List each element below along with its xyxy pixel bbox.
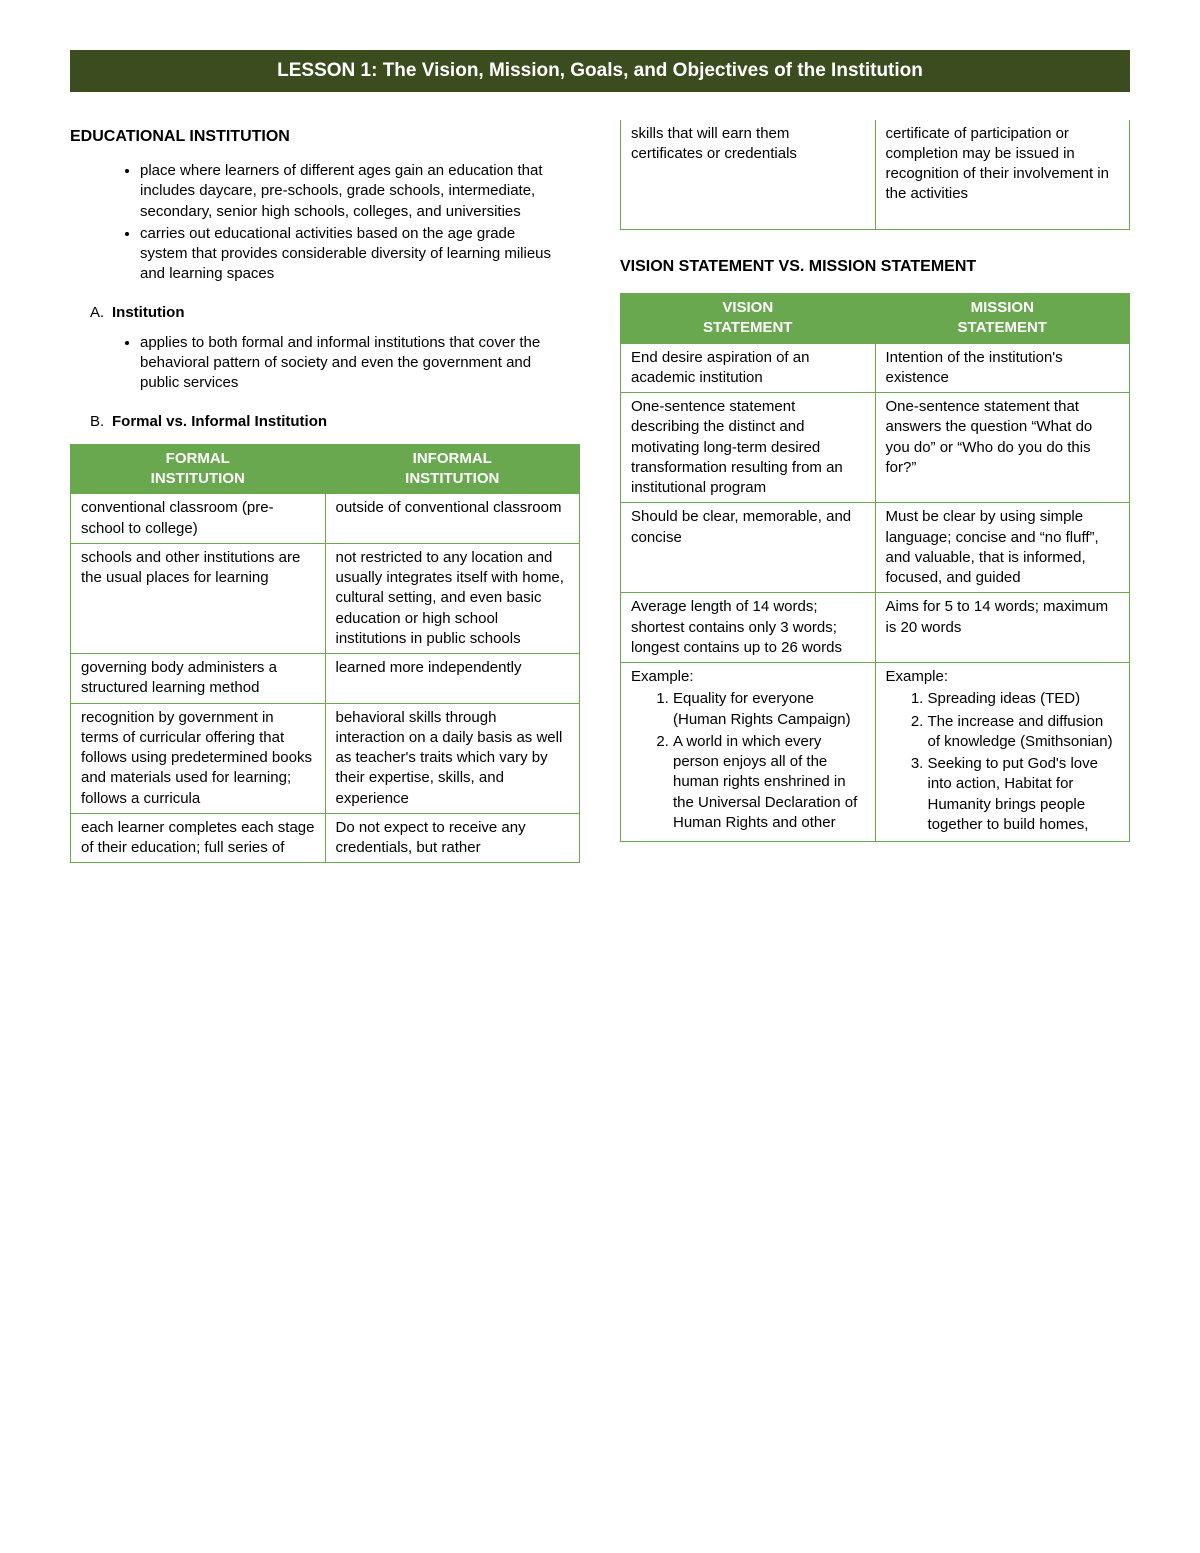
cell: not restricted to any location and usual… (325, 543, 580, 653)
example-item: Spreading ideas (TED) (928, 689, 1120, 709)
formal-informal-table: FORMALINSTITUTION INFORMALINSTITUTION co… (70, 444, 580, 864)
cell: schools and other institutions are the u… (71, 543, 326, 653)
institution-bullets: applies to both formal and informal inst… (70, 333, 580, 394)
example-item: Seeking to put God's love into action, H… (928, 754, 1120, 835)
subheading-b: B.Formal vs. Informal Institution (70, 412, 580, 432)
letter-a: A. (90, 303, 112, 323)
bullet-item: place where learners of different ages g… (140, 161, 580, 222)
table-row: End desire aspiration of an academic ins… (621, 343, 1130, 393)
label-institution: Institution (112, 304, 184, 321)
cell: each learner completes each stage of the… (71, 813, 326, 863)
col-header-formal: FORMALINSTITUTION (71, 444, 326, 494)
example-item: The increase and diffusion of knowledge … (928, 712, 1120, 753)
table-row: One-sentence statement describing the di… (621, 393, 1130, 503)
cell-examples-mission: Example: Spreading ideas (TED) The incre… (875, 663, 1130, 842)
example-label: Example: (886, 667, 1120, 687)
table-row: governing body administers a structured … (71, 654, 580, 704)
mission-examples: Spreading ideas (TED) The increase and d… (886, 689, 1120, 835)
vision-mission-table: VISIONSTATEMENT MISSIONSTATEMENT End des… (620, 293, 1130, 842)
lesson-banner: LESSON 1: The Vision, Mission, Goals, an… (70, 50, 1130, 92)
letter-b: B. (90, 412, 112, 432)
cell: conventional classroom (pre-school to co… (71, 494, 326, 544)
cell: Should be clear, memorable, and concise (621, 503, 876, 593)
left-column: EDUCATIONAL INSTITUTION place where lear… (70, 120, 580, 884)
cell: Must be clear by using simple language; … (875, 503, 1130, 593)
bullet-item: applies to both formal and informal inst… (140, 333, 580, 394)
cont-cell-right: certificate of participation or completi… (876, 120, 1130, 229)
cell: outside of conventional classroom (325, 494, 580, 544)
col-header-mission: MISSIONSTATEMENT (875, 294, 1130, 344)
two-column-layout: EDUCATIONAL INSTITUTION place where lear… (70, 120, 1130, 884)
col-header-vision: VISIONSTATEMENT (621, 294, 876, 344)
cell: End desire aspiration of an academic ins… (621, 343, 876, 393)
cell: Aims for 5 to 14 words; maximum is 20 wo… (875, 593, 1130, 663)
example-item: Equality for everyone (Human Rights Camp… (673, 689, 865, 730)
vision-examples: Equality for everyone (Human Rights Camp… (631, 689, 865, 833)
cell: governing body administers a structured … (71, 654, 326, 704)
cell: One-sentence statement describing the di… (621, 393, 876, 503)
cont-cell-left: skills that will earn them certificates … (621, 120, 876, 229)
cell: One-sentence statement that answers the … (875, 393, 1130, 503)
table-row: conventional classroom (pre-school to co… (71, 494, 580, 544)
table-row: recognition by government in terms of cu… (71, 703, 580, 813)
heading-vision-mission: VISION STATEMENT VS. MISSION STATEMENT (620, 256, 1130, 278)
subheading-a: A.Institution (70, 303, 580, 323)
cell: behavioral skills through interaction on… (325, 703, 580, 813)
example-item: A world in which every person enjoys all… (673, 732, 865, 833)
cell: Do not expect to receive any credentials… (325, 813, 580, 863)
cell: learned more independently (325, 654, 580, 704)
label-formal-informal: Formal vs. Informal Institution (112, 413, 327, 430)
cell: Average length of 14 words; shortest con… (621, 593, 876, 663)
table-row: Example: Equality for everyone (Human Ri… (621, 663, 1130, 842)
table-row: Should be clear, memorable, and conciseM… (621, 503, 1130, 593)
bullet-item: carries out educational activities based… (140, 224, 580, 285)
table-row: each learner completes each stage of the… (71, 813, 580, 863)
cell: recognition by government in terms of cu… (71, 703, 326, 813)
table-row: schools and other institutions are the u… (71, 543, 580, 653)
right-column: skills that will earn them certificates … (620, 120, 1130, 884)
continuation-box: skills that will earn them certificates … (620, 120, 1130, 230)
cell: Intention of the institution's existence (875, 343, 1130, 393)
example-label: Example: (631, 667, 865, 687)
heading-educational-institution: EDUCATIONAL INSTITUTION (70, 126, 580, 148)
edu-inst-bullets: place where learners of different ages g… (70, 161, 580, 285)
cell-examples-vision: Example: Equality for everyone (Human Ri… (621, 663, 876, 842)
col-header-informal: INFORMALINSTITUTION (325, 444, 580, 494)
table-row: Average length of 14 words; shortest con… (621, 593, 1130, 663)
